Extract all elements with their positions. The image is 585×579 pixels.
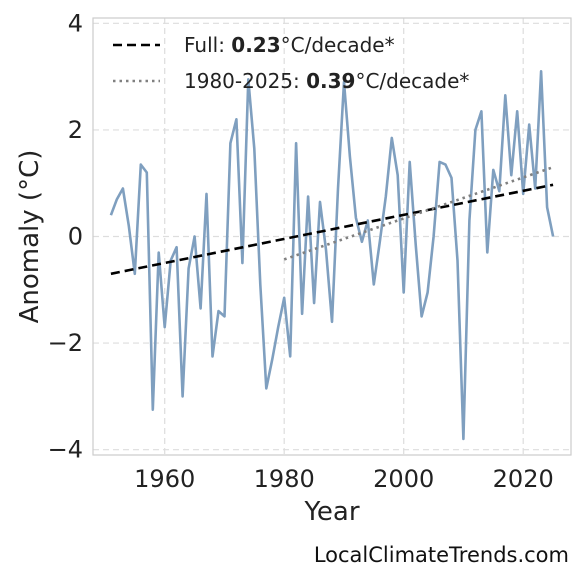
legend-rate: 0.39	[306, 69, 355, 93]
x-tick-label: 1960	[134, 465, 195, 493]
legend-entry: Full: 0.23°C/decade*	[184, 33, 395, 57]
y-axis-label: Anomaly (°C)	[15, 150, 45, 324]
grid	[93, 18, 571, 455]
trend-group	[110, 165, 554, 276]
legend-suffix: °C/decade*	[281, 33, 395, 57]
legend: Full: 0.23°C/decade*1980-2025: 0.39°C/de…	[113, 33, 469, 93]
series-group	[109, 70, 555, 441]
legend-prefix: 1980-2025:	[184, 69, 306, 93]
full-trend-line	[110, 183, 554, 276]
footer-watermark: LocalClimateTrends.com	[313, 543, 569, 567]
y-tick-label: 4	[68, 9, 83, 37]
plot-frame	[92, 17, 572, 456]
anomaly-series-line	[109, 70, 555, 441]
x-axis-label: Year	[303, 497, 359, 527]
legend-prefix: Full:	[184, 33, 231, 57]
y-tick-label: −2	[48, 329, 83, 357]
x-tick-label: 1980	[254, 465, 315, 493]
x-tick-label: 2000	[373, 465, 434, 493]
recent-trend-line	[283, 165, 554, 261]
legend-entry: 1980-2025: 0.39°C/decade*	[184, 69, 469, 93]
y-tick-label: 2	[68, 116, 83, 144]
legend-suffix: °C/decade*	[355, 69, 469, 93]
y-tick-label: 0	[68, 223, 83, 251]
x-tick-label: 2020	[493, 465, 554, 493]
tick-labels: 1960 1980 2000 2020 −4 −2 0 2 4	[48, 9, 554, 493]
y-tick-label: −4	[48, 436, 83, 464]
legend-rate: 0.23	[231, 33, 280, 57]
